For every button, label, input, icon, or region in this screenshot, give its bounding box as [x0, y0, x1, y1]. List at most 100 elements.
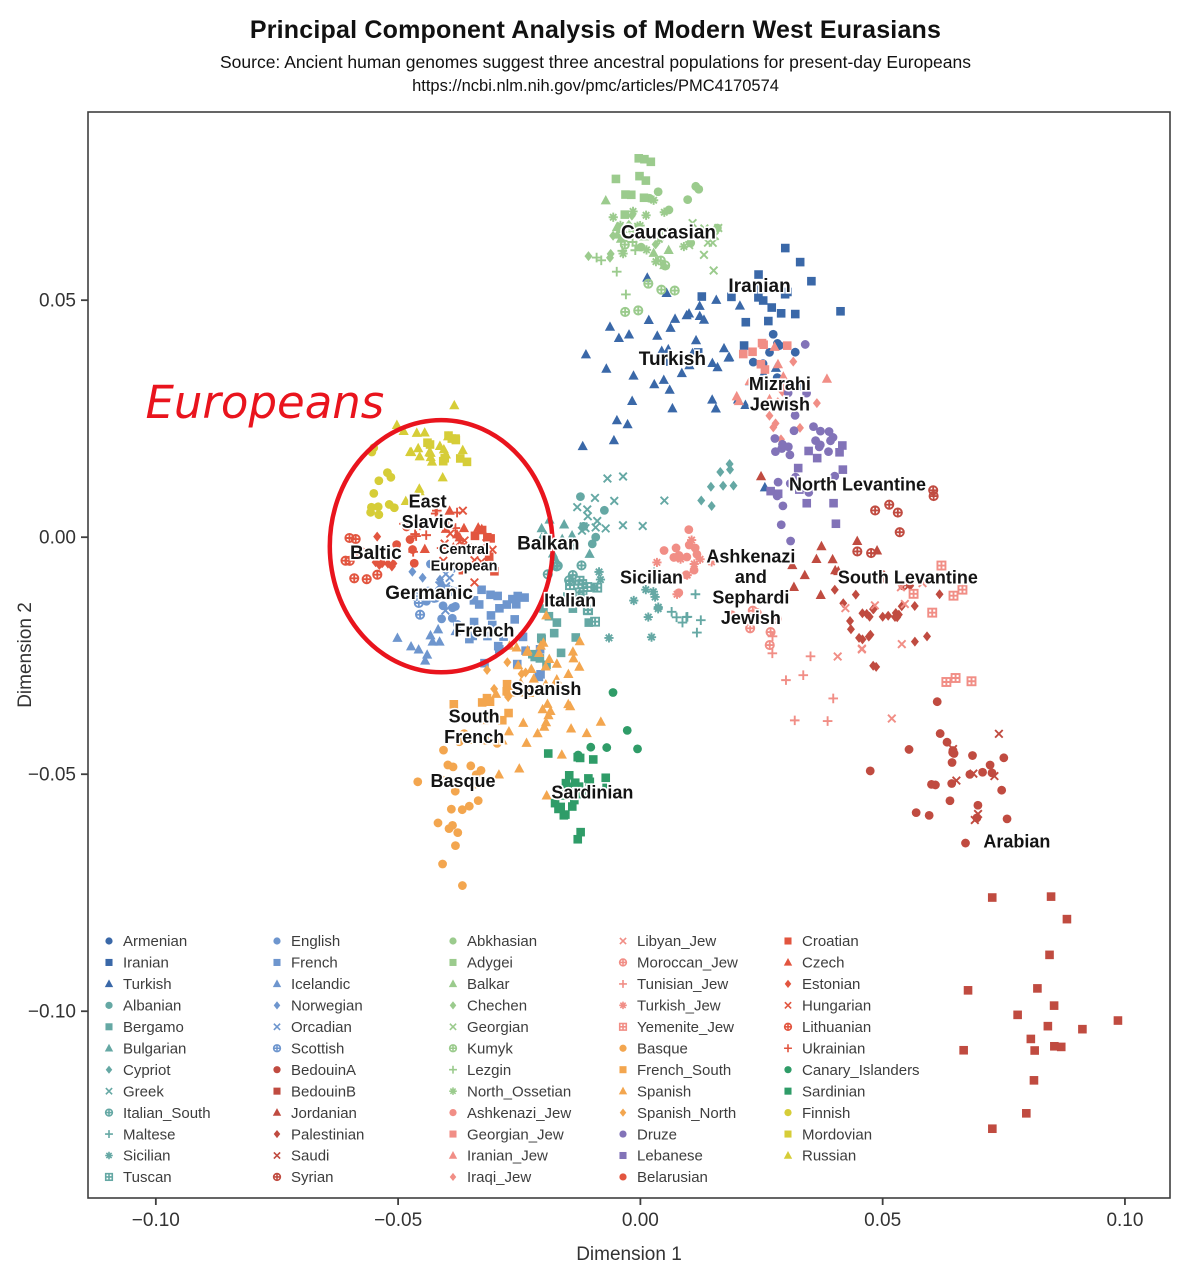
legend-item-Druze: Druze	[619, 1126, 677, 1143]
legend-label: Albanian	[123, 998, 181, 1015]
population-Icelandic	[392, 623, 461, 665]
legend-item-Mordovian: Mordovian	[784, 1126, 872, 1143]
cluster-label-line: South Levantine	[838, 568, 978, 588]
legend-item-Chechen: Chechen	[449, 998, 527, 1015]
legend-label: Iranian	[123, 955, 169, 972]
legend-label: Cypriot	[123, 1062, 171, 1079]
legend-label: Ashkenazi_Jew	[467, 1105, 571, 1122]
cluster-label-line: South	[449, 707, 500, 727]
cluster-label-line: Balkan	[517, 533, 579, 554]
cluster-label-line: Arabian	[983, 832, 1050, 852]
legend-label: Scottish	[291, 1041, 344, 1058]
population-Lezgin	[591, 237, 642, 300]
legend-item-Balkar: Balkar	[448, 976, 510, 993]
legend-item-Syrian: Syrian	[272, 1169, 334, 1186]
legend-item-Libyan_Jew: Libyan_Jew	[619, 933, 716, 950]
legend-label: Russian	[802, 1148, 856, 1165]
x-tick-label: 0.05	[864, 1210, 901, 1231]
cluster-label-line: Germanic	[385, 583, 473, 604]
x-tick-label: 0.00	[622, 1210, 659, 1231]
legend-item-Georgian: Georgian	[449, 1019, 529, 1036]
legend-label: Iranian_Jew	[467, 1148, 548, 1165]
x-tick-label: −0.05	[374, 1210, 422, 1231]
legend-item-Ukrainian: Ukrainian	[784, 1041, 865, 1058]
legend-label: French	[291, 955, 338, 972]
y-tick-label: −0.10	[28, 1002, 76, 1023]
cluster-label-line: Jewish	[750, 394, 810, 414]
legend-label: Georgian	[467, 1019, 529, 1036]
legend-item-Georgian_Jew: Georgian_Jew	[449, 1126, 564, 1143]
population-Yemenite_Jew	[908, 560, 977, 687]
cluster-label-line: Sardinian	[551, 783, 633, 803]
legend-item-Armenian: Armenian	[105, 933, 187, 950]
y-axis-title: Dimension 2	[15, 602, 36, 708]
cluster-label-line: North Levantine	[789, 475, 926, 495]
cluster-label-line: Jewish	[721, 608, 781, 628]
population-Canary_Islanders	[573, 688, 642, 760]
legend-label: Czech	[802, 955, 845, 972]
legend-label: Maltese	[123, 1126, 176, 1143]
legend-item-Turkish: Turkish	[104, 976, 172, 993]
population-Russian	[391, 399, 468, 506]
legend-item-Czech: Czech	[783, 955, 845, 972]
population-Lebanese	[766, 441, 848, 529]
population-Iraqi_Jew	[765, 356, 821, 445]
legend-item-Hungarian: Hungarian	[784, 998, 871, 1015]
population-Estonian	[371, 531, 398, 572]
cluster-label-line: Spanish	[511, 679, 581, 699]
legend-item-Yemenite_Jew: Yemenite_Jew	[618, 1019, 734, 1036]
legend-label: Finnish	[802, 1105, 850, 1122]
x-axis-title: Dimension 1	[576, 1244, 682, 1265]
legend-label: Lebanese	[637, 1148, 703, 1165]
legend-label: Kumyk	[467, 1041, 513, 1058]
population-Iranian_Jew	[731, 341, 833, 406]
legend-item-Canary_Islanders: Canary_Islanders	[784, 1062, 920, 1079]
population-Georgian	[665, 218, 723, 275]
legend-label: Basque	[637, 1041, 688, 1058]
population-Palestinian	[830, 570, 944, 672]
legend-label: BedouinA	[291, 1062, 356, 1079]
population-Libyan_Jew	[833, 578, 927, 723]
legend-label: Lezgin	[467, 1062, 511, 1079]
population-Kumyk	[619, 239, 680, 317]
legend-item-Abkhasian: Abkhasian	[449, 933, 537, 950]
legend-label: English	[291, 933, 340, 950]
population-Ukrainian	[399, 505, 462, 557]
legend-item-Iranian_Jew: Iranian_Jew	[448, 1148, 548, 1165]
population-BedouinA	[865, 697, 1012, 848]
europeans-ellipse	[327, 417, 555, 675]
chart-title: Principal Component Analysis of Modern W…	[249, 16, 942, 44]
legend-item-Cypriot: Cypriot	[105, 1062, 171, 1079]
legend-label: Bulgarian	[123, 1041, 186, 1058]
legend-item-Norwegian: Norwegian	[273, 998, 363, 1015]
legend-item-Spanish: Spanish	[618, 1083, 691, 1100]
legend-item-Russian: Russian	[783, 1148, 856, 1165]
legend-item-Iraqi_Jew: Iraqi_Jew	[449, 1169, 531, 1186]
legend-item-Sicilian: Sicilian	[105, 1148, 171, 1165]
cluster-label-line: Iranian	[728, 276, 790, 297]
population-Moroccan_Jew	[726, 605, 782, 651]
legend-item-French: French	[273, 955, 338, 972]
legend-label: Abkhasian	[467, 933, 537, 950]
population-Spanish_North	[483, 657, 530, 703]
legend-label: Armenian	[123, 933, 187, 950]
cluster-label-line: Sephardi	[712, 588, 789, 608]
population-North_Ossetian	[608, 195, 689, 267]
legend-item-Belarusian: Belarusian	[619, 1169, 708, 1186]
x-tick-label: −0.10	[132, 1210, 180, 1231]
legend-item-Albanian: Albanian	[105, 998, 181, 1015]
legend-item-Moroccan_Jew: Moroccan_Jew	[618, 955, 738, 972]
legend-label: Turkish	[123, 976, 172, 993]
cluster-label-line: Turkish	[639, 349, 706, 370]
figure-header: Principal Component Analysis of Modern W…	[0, 0, 1191, 96]
legend-label: Moroccan_Jew	[637, 955, 738, 972]
legend-label: Spanish_North	[637, 1105, 736, 1122]
cluster-label-line: Ashkenazi	[706, 547, 795, 567]
legend-item-BedouinB: BedouinB	[273, 1083, 356, 1100]
legend-item-Finnish: Finnish	[784, 1105, 850, 1122]
legend-label: Jordanian	[291, 1105, 357, 1122]
population-Turkish_Jew	[652, 535, 717, 599]
population-Maltese	[666, 589, 706, 638]
cluster-label-line: East	[409, 491, 447, 511]
